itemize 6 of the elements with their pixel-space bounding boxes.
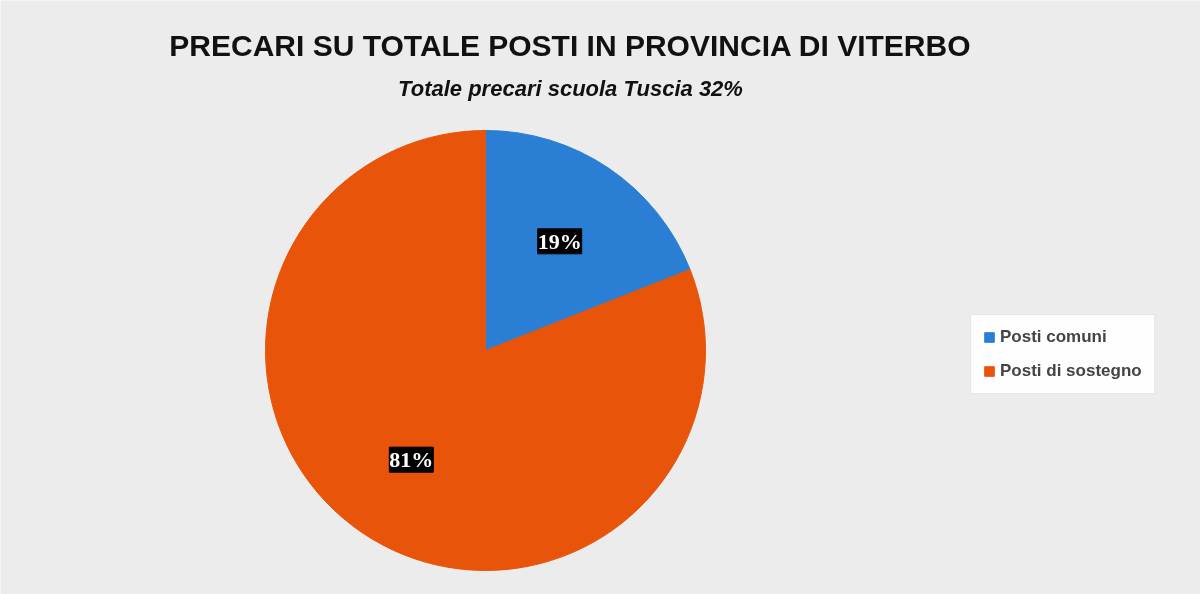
- data-label: 81%: [389, 447, 434, 473]
- chart-title: PRECARI SU TOTALE POSTI IN PROVINCIA DI VITERBO: [169, 29, 971, 62]
- legend-label: Posti di sostegno: [1000, 361, 1142, 381]
- chart-subtitle: Totale precari scuola Tuscia 32%: [398, 76, 743, 101]
- data-label: 19%: [537, 228, 582, 254]
- legend-label: Posti comuni: [1000, 327, 1107, 347]
